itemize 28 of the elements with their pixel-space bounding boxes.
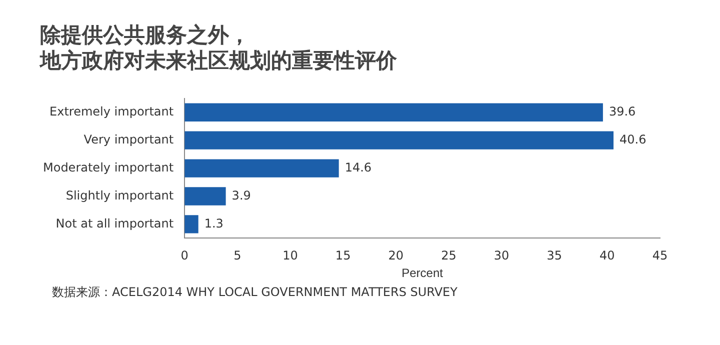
source-note: 数据来源：ACELG2014 WHY LOCAL GOVERNMENT MATTERS SURVEY: [52, 284, 458, 301]
x-tick-label: 35: [546, 248, 562, 263]
x-tick-label: 45: [652, 248, 668, 263]
y-tick-label: Moderately important: [42, 160, 174, 174]
x-axis-title: Percent: [402, 266, 444, 280]
x-tick-label: 30: [494, 248, 510, 263]
data-label: 39.6: [608, 104, 636, 119]
x-tick-label: 5: [234, 248, 242, 263]
x-tick-label: 0: [180, 248, 188, 263]
x-tick-label: 10: [282, 248, 298, 263]
x-tick-label: 20: [388, 248, 404, 263]
bar: [184, 187, 226, 206]
bar: [184, 103, 603, 122]
y-tick-label: Extremely important: [50, 104, 174, 119]
data-label: 3.9: [232, 188, 251, 202]
bar: [184, 215, 198, 234]
bar: [184, 159, 339, 178]
data-label: 14.6: [344, 160, 372, 174]
bar: [184, 131, 614, 150]
x-tick-label: 25: [441, 248, 456, 263]
y-tick-label: Very important: [84, 132, 174, 146]
chart-title: 除提供公共服务之外，地方政府对未来社区规划的重要性评价: [39, 23, 398, 72]
x-tick-label: 40: [600, 248, 615, 263]
data-label: 40.6: [620, 132, 646, 146]
data-label: 1.3: [204, 216, 224, 230]
y-tick-label: Not at all important: [56, 216, 174, 230]
y-tick-label: Slightly important: [66, 188, 174, 202]
x-tick-label: 15: [335, 248, 351, 263]
